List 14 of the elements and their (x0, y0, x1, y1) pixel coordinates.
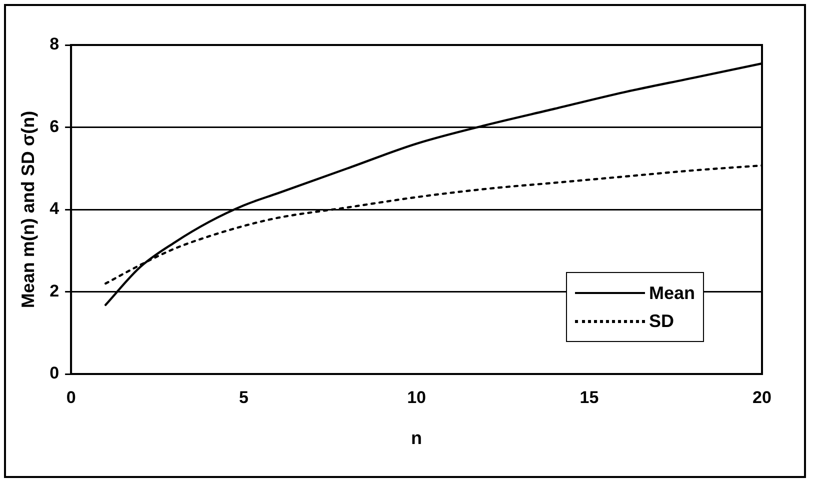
x-tick-label: 15 (580, 388, 599, 407)
y-tick-label: 4 (50, 199, 60, 218)
x-tick-label: 10 (407, 388, 426, 407)
x-tick-label: 5 (239, 388, 249, 407)
x-axis-title: n (411, 428, 422, 448)
y-tick-label: 6 (50, 116, 60, 136)
y-tick-label: 2 (50, 281, 60, 300)
y-tick-label: 8 (50, 34, 60, 54)
x-tick-label: 20 (752, 388, 772, 407)
legend-label: SD (649, 310, 674, 332)
y-tick-label: 0 (50, 364, 60, 383)
x-tick-label: 0 (66, 388, 76, 407)
y-axis-title: Mean m(n) and SD σ(n) (18, 110, 38, 308)
legend-label: Mean (649, 282, 696, 304)
